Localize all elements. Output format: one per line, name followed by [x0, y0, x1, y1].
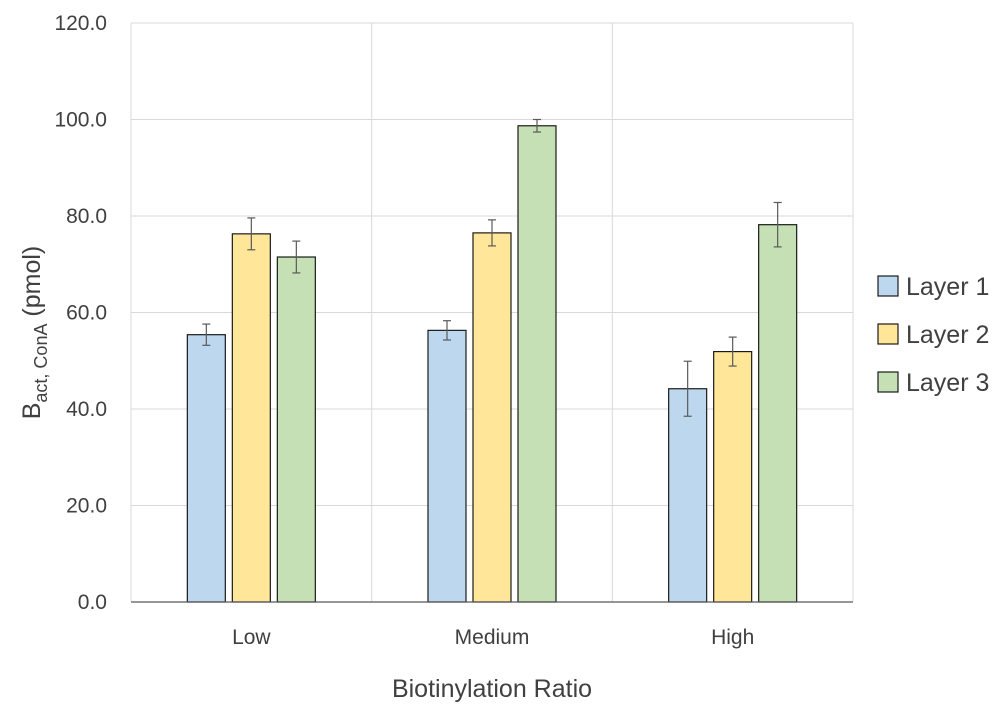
- bar-layer-1-high: [668, 388, 708, 603]
- legend-label: Layer 2: [906, 321, 989, 349]
- y-axis-title-subscript: act, ConA: [31, 324, 51, 403]
- bar-layer-2-medium: [472, 232, 512, 603]
- error-bar: [292, 240, 301, 274]
- legend-label: Layer 3: [906, 369, 989, 397]
- legend-item-layer-2: Layer 2: [877, 321, 989, 349]
- error-bar: [533, 118, 541, 133]
- x-tick-label: High: [711, 626, 754, 649]
- bar-layer-3-low: [276, 256, 316, 603]
- y-axis-title-unit: (pmol): [18, 246, 46, 324]
- bar-layer-3-high: [758, 224, 798, 603]
- y-tick-label: 120.0: [54, 12, 107, 35]
- error-bar: [443, 320, 451, 341]
- y-axis-tick-labels: 0.0 20.0 40.0 60.0 80.0 100.0 120.0: [54, 12, 107, 614]
- x-axis-tick-labels: Low Medium High: [232, 626, 754, 649]
- bar-layer-2-low: [231, 233, 271, 603]
- legend-swatch: [877, 323, 899, 345]
- error-bar: [773, 201, 782, 248]
- bar-layer-1-medium: [427, 329, 467, 603]
- legend-swatch: [877, 371, 899, 393]
- error-bar: [728, 336, 737, 367]
- x-tick-label: Medium: [455, 626, 530, 649]
- error-bars: [202, 118, 782, 417]
- x-axis-title: Biotinylation Ratio: [392, 675, 592, 703]
- y-tick-label: 100.0: [54, 109, 107, 132]
- error-bar: [683, 360, 692, 417]
- error-bar: [488, 219, 496, 247]
- y-tick-label: 80.0: [66, 205, 107, 228]
- y-axis-title: Bact, ConA (pmol): [18, 246, 51, 420]
- bar-layer-1-low: [186, 334, 226, 603]
- bar-layer-3-medium: [517, 125, 557, 603]
- legend-swatch: [877, 275, 899, 297]
- legend: Layer 1 Layer 2 Layer 3: [877, 273, 989, 397]
- legend-item-layer-3: Layer 3: [877, 369, 989, 397]
- bars: [186, 125, 798, 603]
- error-bar: [247, 217, 256, 251]
- legend-label: Layer 1: [906, 273, 989, 301]
- x-tick-label: Low: [232, 626, 271, 649]
- y-tick-label: 0.0: [78, 591, 107, 614]
- error-bar: [202, 323, 211, 346]
- y-tick-label: 20.0: [66, 495, 107, 518]
- y-tick-label: 40.0: [66, 398, 107, 421]
- bar-layer-2-high: [713, 350, 753, 603]
- legend-item-layer-1: Layer 1: [877, 273, 989, 301]
- y-tick-label: 60.0: [66, 302, 107, 325]
- y-axis-title-main: B: [18, 403, 46, 420]
